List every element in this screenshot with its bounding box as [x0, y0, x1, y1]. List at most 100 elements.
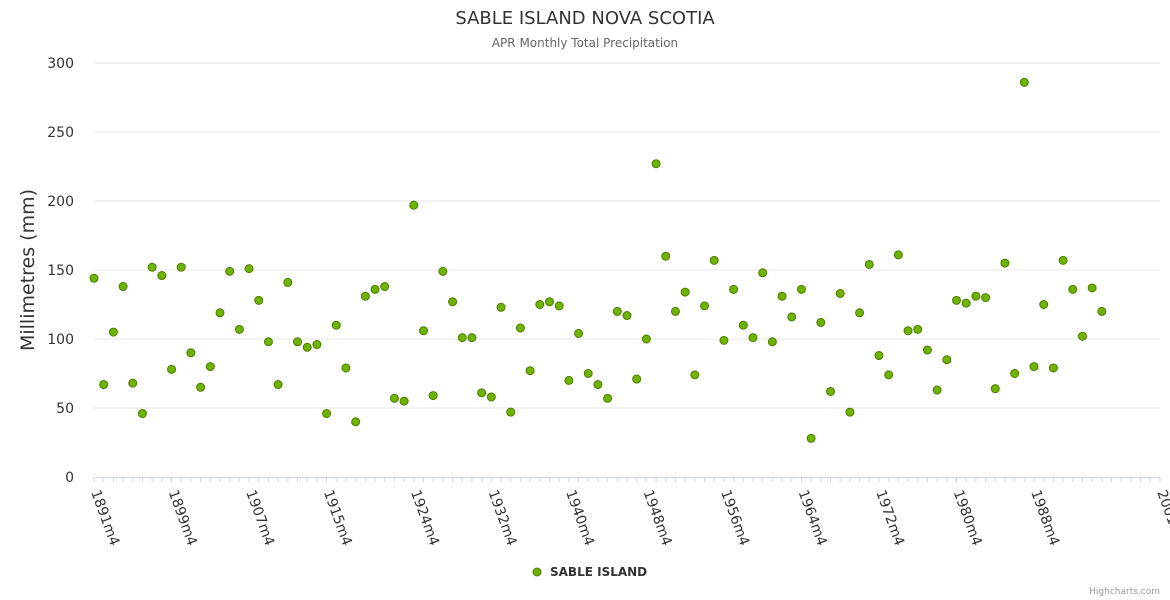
data-point[interactable] [467, 333, 477, 343]
data-point[interactable] [293, 337, 303, 347]
data-point[interactable] [118, 282, 128, 292]
data-point[interactable] [758, 268, 768, 278]
data-point[interactable] [922, 345, 932, 355]
data-point[interactable] [961, 298, 971, 308]
data-point[interactable] [796, 284, 806, 294]
data-point[interactable] [351, 417, 361, 427]
data-point[interactable] [283, 277, 293, 287]
data-point[interactable] [787, 312, 797, 322]
data-point[interactable] [719, 335, 729, 345]
data-point[interactable] [700, 301, 710, 311]
data-point[interactable] [341, 363, 351, 373]
data-point[interactable] [709, 255, 719, 265]
data-point[interactable] [225, 266, 235, 276]
data-point[interactable] [544, 297, 554, 307]
data-point[interactable] [1000, 258, 1010, 268]
data-point[interactable] [632, 374, 642, 384]
data-point[interactable] [380, 282, 390, 292]
data-point[interactable] [903, 326, 913, 336]
data-point[interactable] [564, 375, 574, 385]
data-point[interactable] [826, 386, 836, 396]
legend-label[interactable]: SABLE ISLAND [550, 565, 647, 579]
data-point[interactable] [806, 433, 816, 443]
data-point[interactable] [990, 384, 1000, 394]
data-point[interactable] [438, 266, 448, 276]
data-point[interactable] [418, 326, 428, 336]
data-point[interactable] [389, 393, 399, 403]
data-point[interactable] [777, 291, 787, 301]
data-point[interactable] [137, 409, 147, 419]
data-point[interactable] [215, 308, 225, 318]
data-point[interactable] [874, 351, 884, 361]
data-point[interactable] [690, 370, 700, 380]
data-point[interactable] [167, 364, 177, 374]
data-point[interactable] [893, 250, 903, 260]
data-point[interactable] [535, 300, 545, 309]
credits-link[interactable]: Highcharts.com [1089, 587, 1160, 597]
data-point[interactable] [729, 284, 739, 294]
data-point[interactable] [913, 324, 923, 334]
data-point[interactable] [1087, 283, 1097, 293]
data-point[interactable] [612, 306, 622, 316]
data-point[interactable] [448, 297, 458, 307]
data-point[interactable] [845, 407, 855, 417]
data-point[interactable] [108, 327, 118, 337]
data-point[interactable] [622, 311, 632, 321]
data-point[interactable] [767, 337, 777, 347]
data-point[interactable] [932, 385, 942, 395]
data-point[interactable] [263, 337, 273, 347]
data-point[interactable] [302, 342, 312, 352]
data-point[interactable] [273, 380, 283, 390]
data-point[interactable] [738, 320, 748, 330]
data-point[interactable] [128, 378, 138, 388]
data-point[interactable] [515, 323, 525, 333]
data-point[interactable] [1077, 331, 1087, 341]
data-point[interactable] [971, 291, 981, 301]
series-sable-island[interactable] [89, 77, 1107, 443]
data-point[interactable] [244, 264, 254, 274]
data-point[interactable] [884, 370, 894, 380]
data-point[interactable] [322, 409, 332, 419]
data-point[interactable] [186, 348, 196, 358]
data-point[interactable] [1058, 255, 1068, 265]
data-point[interactable] [457, 333, 467, 343]
data-point[interactable] [651, 159, 661, 169]
data-point[interactable] [157, 271, 167, 281]
data-point[interactable] [312, 340, 322, 350]
data-point[interactable] [1039, 300, 1049, 309]
data-point[interactable] [409, 200, 419, 210]
data-point[interactable] [942, 355, 952, 365]
data-point[interactable] [583, 369, 593, 378]
data-point[interactable] [1068, 284, 1078, 294]
data-point[interactable] [951, 295, 961, 305]
data-point[interactable] [1019, 77, 1029, 87]
data-point[interactable] [370, 284, 380, 294]
data-point[interactable] [1097, 306, 1107, 316]
data-point[interactable] [748, 333, 758, 343]
data-point[interactable] [603, 393, 613, 403]
data-point[interactable] [506, 407, 516, 417]
data-point[interactable] [477, 388, 487, 398]
legend[interactable]: SABLE ISLAND [532, 565, 647, 579]
data-point[interactable] [147, 262, 157, 272]
data-point[interactable] [835, 288, 845, 298]
data-point[interactable] [670, 306, 680, 316]
data-point[interactable] [661, 251, 671, 261]
data-point[interactable] [593, 380, 603, 390]
data-point[interactable] [641, 334, 651, 344]
data-point[interactable] [254, 295, 264, 305]
data-point[interactable] [99, 380, 109, 390]
data-point[interactable] [855, 308, 865, 318]
data-point[interactable] [864, 259, 874, 269]
data-point[interactable] [1048, 363, 1058, 373]
data-point[interactable] [176, 262, 186, 272]
data-point[interactable] [196, 382, 206, 392]
data-point[interactable] [554, 301, 564, 311]
data-point[interactable] [234, 324, 244, 334]
data-point[interactable] [680, 287, 690, 297]
data-point[interactable] [331, 320, 341, 330]
data-point[interactable] [399, 396, 409, 406]
data-point[interactable] [496, 302, 506, 312]
data-point[interactable] [816, 317, 826, 327]
data-point[interactable] [428, 391, 438, 401]
